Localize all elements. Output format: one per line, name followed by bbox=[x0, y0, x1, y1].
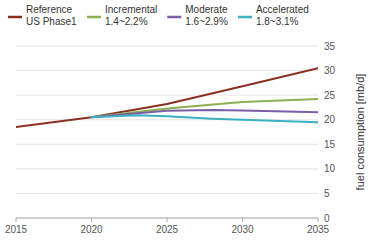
chart: 05101520253035fuel consumption [mb/d]201… bbox=[0, 0, 374, 244]
y-tick-label: 35 bbox=[324, 41, 336, 52]
series-line bbox=[92, 115, 319, 122]
x-tick-label: 2015 bbox=[5, 224, 28, 235]
legend-item: ReferenceUS Phase1 bbox=[8, 4, 77, 27]
grid-line bbox=[16, 168, 318, 169]
y-tick-label: 0 bbox=[324, 213, 330, 224]
x-tick bbox=[91, 218, 92, 222]
x-tick-label: 2030 bbox=[231, 224, 254, 235]
legend-swatch bbox=[167, 16, 181, 19]
legend-item: Accelerated1.8~3.1% bbox=[238, 4, 309, 27]
x-tick bbox=[242, 218, 243, 222]
grid-line bbox=[16, 70, 318, 71]
series-line bbox=[92, 99, 319, 117]
x-axis: 2015 2020 2025 2030 2035 bbox=[5, 218, 330, 235]
legend-item: Incremental1.4~2.2% bbox=[87, 4, 157, 27]
y-tick-label: 10 bbox=[324, 163, 336, 174]
x-tick bbox=[16, 218, 17, 222]
y-tick-label: 5 bbox=[324, 188, 330, 199]
y-tick-label: 20 bbox=[324, 114, 336, 125]
y-axis-label: fuel consumption [mb/d] bbox=[354, 74, 366, 191]
legend-label: Incremental1.4~2.2% bbox=[105, 4, 157, 27]
legend-swatch bbox=[238, 16, 252, 19]
lines bbox=[16, 68, 318, 127]
legend-label: Accelerated1.8~3.1% bbox=[256, 4, 309, 27]
grid-line bbox=[16, 95, 318, 96]
x-tick-label: 2020 bbox=[80, 224, 103, 235]
legend-label: ReferenceUS Phase1 bbox=[26, 4, 77, 27]
legend: ReferenceUS Phase1 Incremental1.4~2.2% Mod… bbox=[8, 4, 309, 27]
x-tick bbox=[318, 218, 319, 222]
y-tick-label: 15 bbox=[324, 139, 336, 150]
legend-label: Moderate1.6~2.9% bbox=[185, 4, 228, 27]
x-tick-label: 2025 bbox=[156, 224, 179, 235]
x-tick bbox=[167, 218, 168, 222]
legend-swatch bbox=[8, 16, 22, 19]
series-line bbox=[16, 68, 318, 127]
x-tick-label: 2035 bbox=[307, 224, 330, 235]
y-tick-label: 30 bbox=[324, 65, 336, 76]
y-tick-label: 25 bbox=[324, 90, 336, 101]
legend-swatch bbox=[87, 16, 101, 19]
grid-line bbox=[16, 144, 318, 145]
legend-item: Moderate1.6~2.9% bbox=[167, 4, 228, 27]
y-axis: 0 5 10 15 20 25 30 35 bbox=[16, 41, 336, 224]
grid-line bbox=[16, 193, 318, 194]
grid-line bbox=[16, 46, 318, 47]
